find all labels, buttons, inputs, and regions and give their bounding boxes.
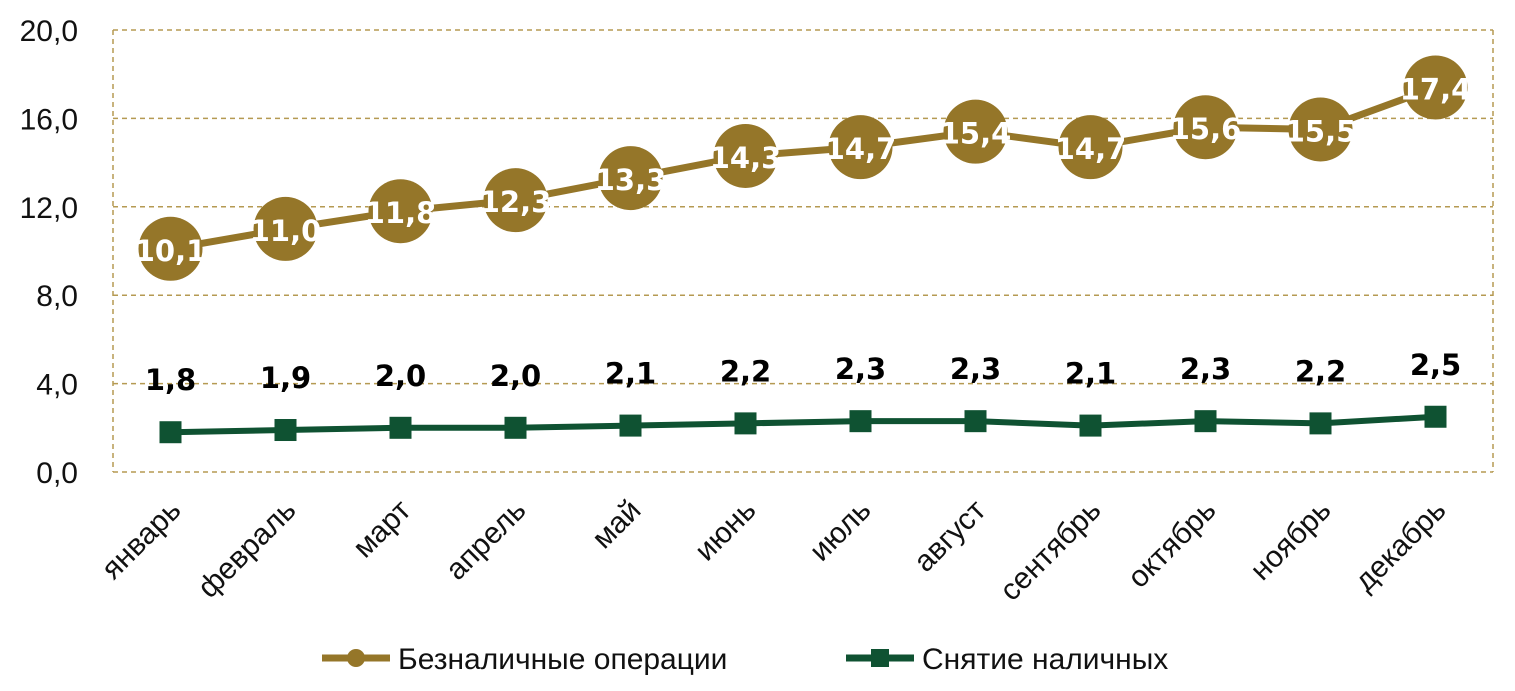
data-label: 1,9 <box>260 361 311 395</box>
legend-label-series-1: Безналичные операции <box>398 643 727 676</box>
series-line-cash <box>170 413 1436 436</box>
data-label: 11,0 <box>250 214 322 248</box>
data-labels: 1,8 1,9 2,0 2,0 2,1 2,2 2,3 2,3 2,1 2,3 2,2 2,5 10,1… <box>135 72 1472 397</box>
data-point-square <box>159 421 182 444</box>
data-point-square <box>619 414 642 437</box>
legend: Безналичные операции Снятие наличных <box>322 643 1168 676</box>
y-tick-label: 4,0 <box>36 369 78 402</box>
data-point-circle <box>483 168 548 233</box>
data-label: 15,4 <box>940 117 1012 151</box>
data-label: 2,3 <box>1180 352 1231 386</box>
data-point-square <box>1309 412 1332 435</box>
data-point-circle <box>1173 95 1238 160</box>
data-point-circle <box>828 115 893 180</box>
x-tick-label: апрель <box>440 494 533 587</box>
data-label: 14,7 <box>825 132 897 166</box>
x-tick-label: сентябрь <box>994 494 1108 608</box>
data-point-square <box>1079 414 1102 437</box>
data-point-circle <box>713 123 778 188</box>
data-label: 2,2 <box>1295 354 1346 388</box>
gridlines <box>112 29 1494 473</box>
data-point-square <box>849 410 872 433</box>
data-point-square <box>504 416 527 439</box>
data-point-circle <box>138 216 203 281</box>
data-label: 2,1 <box>605 357 656 391</box>
y-axis-tick-labels: 0,0 4,0 8,0 12,0 16,0 20,0 <box>20 15 78 490</box>
data-label: 1,8 <box>145 363 196 397</box>
y-tick-label: 20,0 <box>20 15 78 48</box>
data-label: 15,5 <box>1285 114 1357 148</box>
data-point-circle <box>1288 97 1353 162</box>
legend-item-series-1: Безналичные операции <box>322 643 727 676</box>
data-label: 2,1 <box>1065 357 1116 391</box>
x-tick-label: май <box>586 494 648 556</box>
x-tick-label: октябрь <box>1122 494 1223 595</box>
x-tick-label: ноябрь <box>1244 494 1337 587</box>
data-label: 11,8 <box>365 196 437 230</box>
x-tick-label: январь <box>95 494 187 586</box>
x-tick-label: февраль <box>192 494 303 605</box>
series-layer <box>138 55 1468 444</box>
data-point-square <box>964 410 987 433</box>
data-label: 13,3 <box>595 163 667 197</box>
data-label: 2,2 <box>720 354 771 388</box>
data-point-square <box>1424 405 1447 428</box>
x-tick-label: июнь <box>689 494 763 568</box>
data-label: 14,7 <box>1055 132 1127 166</box>
data-label: 15,6 <box>1170 112 1242 146</box>
data-label: 2,0 <box>375 359 426 393</box>
data-point-square <box>1194 410 1217 433</box>
legend-label-series-2: Снятие наличных <box>922 643 1168 676</box>
data-label: 2,3 <box>950 352 1001 386</box>
data-point-square <box>389 416 412 439</box>
y-tick-label: 8,0 <box>36 280 78 313</box>
series-line-cashless <box>169 84 1437 253</box>
y-tick-label: 16,0 <box>20 103 78 136</box>
legend-item-series-2: Снятие наличных <box>846 643 1168 676</box>
data-point-square <box>274 419 297 442</box>
y-tick-label: 0,0 <box>36 457 78 490</box>
data-label: 17,4 <box>1400 72 1472 106</box>
data-point-circle <box>598 146 663 211</box>
data-label: 2,5 <box>1410 348 1461 382</box>
data-label: 10,1 <box>135 234 207 268</box>
data-point-circle <box>253 196 318 261</box>
data-point-circle <box>1058 115 1123 180</box>
data-point-circle <box>1403 55 1468 120</box>
data-point-circle <box>943 99 1008 164</box>
legend-marker-circle <box>347 649 365 667</box>
data-label: 14,3 <box>710 141 782 175</box>
x-axis-category-labels: январь февраль март апрель май июнь июль август… <box>95 493 1452 607</box>
data-point-square <box>734 412 757 435</box>
x-tick-label: август <box>908 493 993 578</box>
data-label: 2,3 <box>835 352 886 386</box>
x-tick-label: декабрь <box>1348 494 1452 598</box>
y-tick-label: 12,0 <box>20 192 78 225</box>
data-label: 2,0 <box>490 359 541 393</box>
x-tick-label: июль <box>803 494 877 568</box>
data-label: 12,3 <box>480 185 552 219</box>
legend-marker-square <box>871 649 889 667</box>
x-tick-label: март <box>347 493 418 564</box>
data-point-circle <box>368 179 433 244</box>
